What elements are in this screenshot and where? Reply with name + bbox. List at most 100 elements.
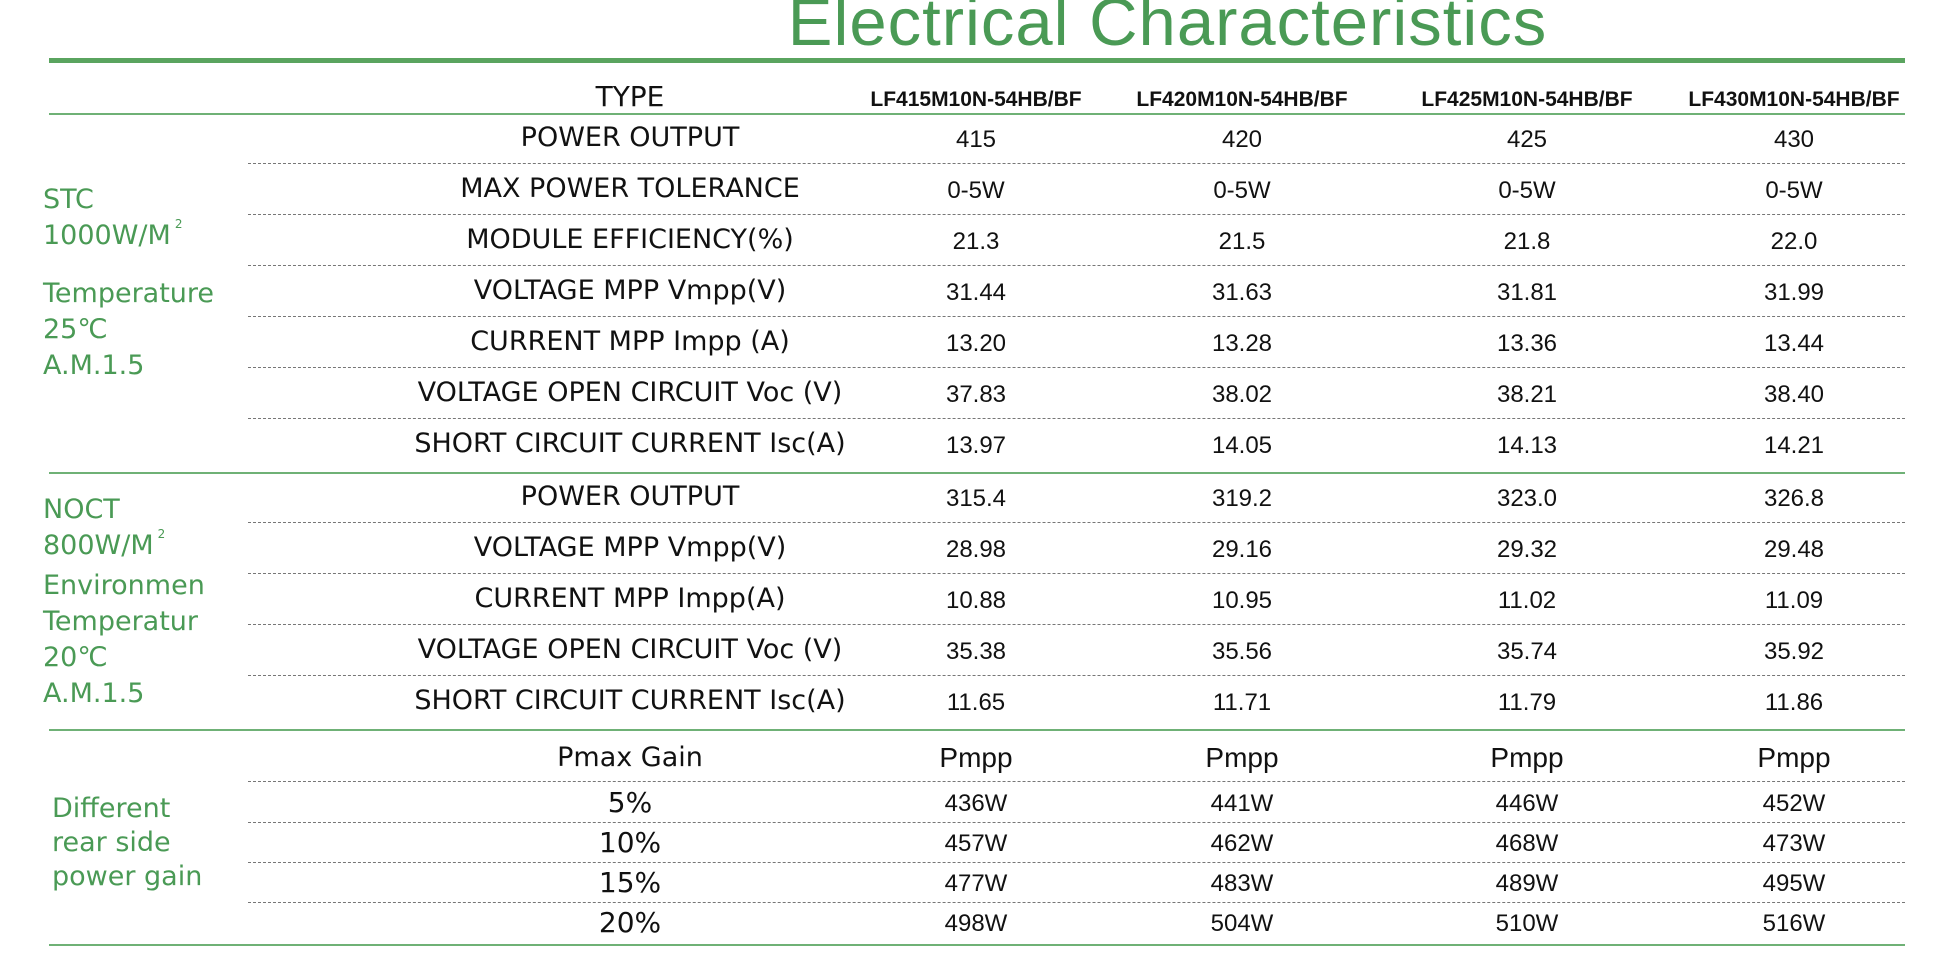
row-label: MAX POWER TOLERANCE: [460, 173, 800, 204]
value-cell: 430: [1773, 126, 1815, 153]
row-label: CURRENT MPP Impp (A): [470, 326, 790, 357]
section-divider: [49, 472, 1905, 474]
value-cell: 28.98: [945, 536, 1007, 563]
pmpp-header: Pmpp: [1757, 742, 1831, 773]
stc-conditions-label: STC 1000W/M 2 Temperature 25℃ A.M.1.5: [43, 182, 214, 381]
row-separator: [248, 316, 1905, 317]
value-cell: 31.63: [1211, 279, 1273, 306]
value-cell: 22.0: [1770, 228, 1818, 255]
stc-irradiance: 1000W/M 2: [43, 217, 214, 258]
value-cell: 495W: [1762, 870, 1826, 897]
value-cell: 11.79: [1497, 689, 1557, 716]
row-label: VOLTAGE OPEN CIRCUIT Voc (V): [417, 377, 843, 408]
row-label: SHORT CIRCUIT CURRENT Isc(A): [414, 685, 846, 716]
row-label: POWER OUTPUT: [520, 481, 740, 512]
row-separator: [248, 675, 1905, 676]
row-separator: [248, 624, 1905, 625]
value-cell: 11.65: [946, 689, 1006, 716]
value-cell: 477W: [944, 870, 1008, 897]
value-cell: 13.20: [945, 330, 1007, 357]
row-separator: [248, 522, 1905, 523]
noct-line: Temperatur: [43, 606, 199, 637]
value-cell: 10.88: [945, 587, 1007, 614]
noct-line: 800W/M: [43, 530, 154, 561]
value-cell: 29.16: [1211, 536, 1273, 563]
value-cell: 29.48: [1763, 536, 1825, 563]
value-cell: 13.28: [1211, 330, 1273, 357]
value-cell: 326.8: [1763, 485, 1825, 512]
row-label: CURRENT MPP Impp(A): [474, 583, 786, 614]
value-cell: 473W: [1762, 830, 1826, 857]
value-cell: 14.13: [1496, 432, 1558, 459]
value-cell: 0-5W: [1213, 177, 1271, 204]
value-cell: 35.92: [1763, 638, 1825, 665]
value-cell: 11.02: [1497, 587, 1557, 614]
row-label: VOLTAGE OPEN CIRCUIT Voc (V): [417, 634, 843, 665]
value-cell: 436W: [944, 790, 1008, 817]
row-separator: [248, 163, 1905, 164]
value-cell: 415: [955, 126, 997, 153]
value-cell: 35.74: [1496, 638, 1558, 665]
noct-line: 20℃: [43, 642, 108, 673]
row-separator: [248, 902, 1905, 903]
value-cell: 11.86: [1764, 689, 1824, 716]
pmpp-header: Pmpp: [939, 742, 1013, 773]
noct-line: Environmen: [43, 570, 205, 601]
row-separator: [248, 862, 1905, 863]
value-cell: 457W: [944, 830, 1008, 857]
value-cell: 0-5W: [1765, 177, 1823, 204]
pmpp-header: Pmpp: [1205, 742, 1279, 773]
value-cell: 489W: [1495, 870, 1559, 897]
section-divider: [49, 113, 1905, 115]
value-cell: 31.99: [1763, 279, 1825, 306]
row-label: MODULE EFFICIENCY(%): [466, 224, 794, 255]
rear-gain-label: Different rear side power gain: [52, 792, 202, 894]
row-label: SHORT CIRCUIT CURRENT Isc(A): [414, 428, 846, 459]
stc-line: 25℃: [43, 314, 108, 345]
value-cell: 21.3: [952, 228, 1000, 255]
row-label: 10%: [598, 826, 662, 859]
row-label: POWER OUTPUT: [520, 122, 740, 153]
value-cell: 483W: [1210, 870, 1274, 897]
row-separator: [248, 265, 1905, 266]
value-cell: 35.56: [1211, 638, 1273, 665]
value-cell: 498W: [944, 910, 1008, 937]
section-divider: [49, 729, 1905, 731]
value-cell: 21.5: [1218, 228, 1266, 255]
noct-line: A.M.1.5: [43, 678, 145, 709]
value-cell: 38.02: [1211, 381, 1273, 408]
noct-conditions-label: NOCT 800W/M 2 Environmen Temperatur 20℃ A…: [43, 492, 205, 712]
row-label: VOLTAGE MPP Vmpp(V): [473, 532, 787, 563]
stc-line: A.M.1.5: [43, 350, 145, 381]
value-cell: 462W: [1210, 830, 1274, 857]
row-separator: [248, 573, 1905, 574]
value-cell: 13.44: [1763, 330, 1825, 357]
row-separator: [248, 367, 1905, 368]
row-label: VOLTAGE MPP Vmpp(V): [473, 275, 787, 306]
model-header: LF425M10N-54HB/BF: [1421, 88, 1633, 111]
value-cell: 446W: [1495, 790, 1559, 817]
value-cell: 21.8: [1503, 228, 1551, 255]
value-cell: 510W: [1495, 910, 1559, 937]
value-cell: 35.38: [945, 638, 1007, 665]
value-cell: 14.21: [1763, 432, 1825, 459]
value-cell: 516W: [1762, 910, 1826, 937]
value-cell: 11.09: [1764, 587, 1824, 614]
superscript: 2: [157, 527, 166, 541]
value-cell: 468W: [1495, 830, 1559, 857]
value-cell: 504W: [1210, 910, 1274, 937]
stc-line: 1000W/M: [43, 220, 171, 251]
value-cell: 425: [1506, 126, 1548, 153]
value-cell: 13.97: [945, 432, 1007, 459]
row-separator: [248, 822, 1905, 823]
value-cell: 38.21: [1496, 381, 1558, 408]
model-header: LF430M10N-54HB/BF: [1688, 88, 1900, 111]
page-title: Electrical Characteristics: [787, 0, 1548, 60]
value-cell: 319.2: [1211, 485, 1273, 512]
model-header: LF415M10N-54HB/BF: [870, 88, 1082, 111]
gain-line: rear side: [52, 827, 171, 858]
value-cell: 11.71: [1212, 689, 1272, 716]
row-label: 15%: [598, 866, 662, 899]
gain-line: Different: [52, 793, 171, 824]
value-cell: 29.32: [1496, 536, 1558, 563]
